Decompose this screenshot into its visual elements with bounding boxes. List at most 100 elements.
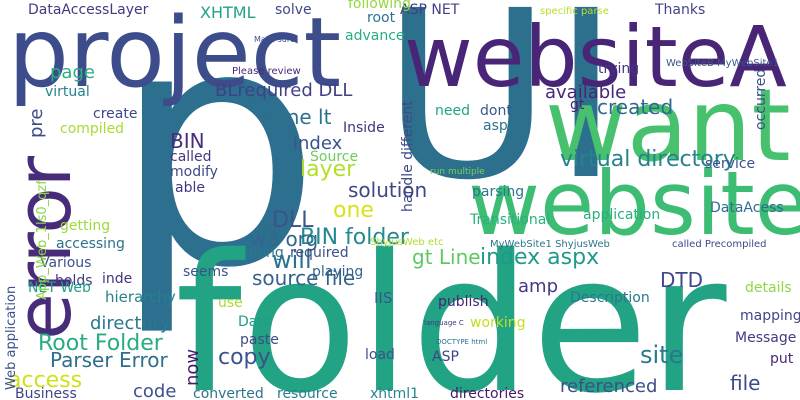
word: parsing [472,184,524,200]
word: Please review [232,66,301,77]
word: Various [40,255,91,271]
word: pre [26,108,47,138]
word: run multiple [430,167,485,177]
word: root [367,10,396,26]
word: file [730,371,760,395]
word: referenced [560,376,657,397]
word: directories [450,386,524,400]
word: holds [55,273,93,289]
word: mapping [740,308,800,324]
word: ASP NET [400,2,460,18]
word: one [333,198,374,223]
word: ShyjusWeb etc [370,237,443,248]
word: DataAcess [710,200,784,216]
word: site [640,341,683,369]
word: specific parse [540,6,609,17]
word: inde [102,271,132,287]
word: source file [252,266,355,290]
word: gt Line [412,245,481,269]
word: working [470,315,526,331]
word: put [770,351,794,367]
word: along [245,245,284,261]
word: modify [170,164,218,180]
word: Transitional [469,212,550,228]
word: created [597,95,673,119]
word: Data [238,314,271,330]
word: virtual [45,84,90,100]
word: paste [240,332,279,348]
word: BLrequired DLL [215,80,352,101]
word: code [133,381,176,400]
word: DOCTYPE html [436,338,487,346]
word: Business [15,386,77,400]
word: trying [598,61,639,77]
word: amp [518,276,558,297]
word: available [545,82,626,103]
word: language C [424,319,464,327]
word: load [365,347,395,363]
word: occurred [753,69,769,130]
word: XHTML [200,3,256,22]
word: resource [277,386,338,400]
word: details [745,280,792,296]
word: seems [183,264,228,280]
word: solution [348,178,427,202]
word: use [218,295,243,311]
word: BIN folder [300,225,410,250]
word: IIS [374,289,392,307]
word: playing [312,264,363,280]
word: folder [175,214,727,400]
word: handle different [400,100,416,212]
word: directory [90,313,171,334]
word: websiteA [404,8,787,106]
word: accessing [56,236,125,252]
word: DataAccessLayer [28,2,149,18]
word: Line lt [270,105,332,129]
word: xhtml1 [370,386,419,400]
word: access [8,368,82,393]
word: website [468,152,800,255]
word: index [293,133,343,154]
word: Thanks [654,2,705,18]
word: ASP [432,349,459,365]
word: want [545,67,791,184]
word: w3 org [250,227,318,251]
word: WebSiteB MyWebSite1 [666,58,779,69]
word: able [175,180,205,196]
word: project [8,0,341,109]
word: gt [570,97,585,113]
word: p [112,0,321,340]
word: called [170,149,212,165]
word: create [93,106,137,122]
word: dont [480,103,512,119]
word: will [272,246,312,274]
word: DLL [272,208,314,233]
word: Parser Error [50,348,168,372]
word: BIN [170,129,205,153]
word: DTD [660,268,703,292]
word: hierarchy [105,288,176,306]
word: application [583,207,660,223]
word: UI [382,0,620,231]
word: Source [310,149,358,165]
word: Web application [4,286,19,390]
word: index aspx [480,245,599,270]
word: converted [193,386,264,400]
word: Make sure [254,35,295,44]
word: Message [735,330,796,346]
word: page [50,62,95,83]
word: aspx [483,118,516,134]
word: solve [275,2,312,18]
word: Root Folder [38,331,164,356]
word: NET Web [28,280,91,296]
word: App_Web_1ls0_qzf [35,180,50,300]
word: service [705,156,755,172]
word: publish [438,294,489,310]
word: getting [60,218,110,234]
word: layer [300,157,356,182]
word: Inside [343,120,385,136]
word: following [348,0,411,12]
word: now [182,349,203,386]
word: called Precompiled [672,239,767,250]
